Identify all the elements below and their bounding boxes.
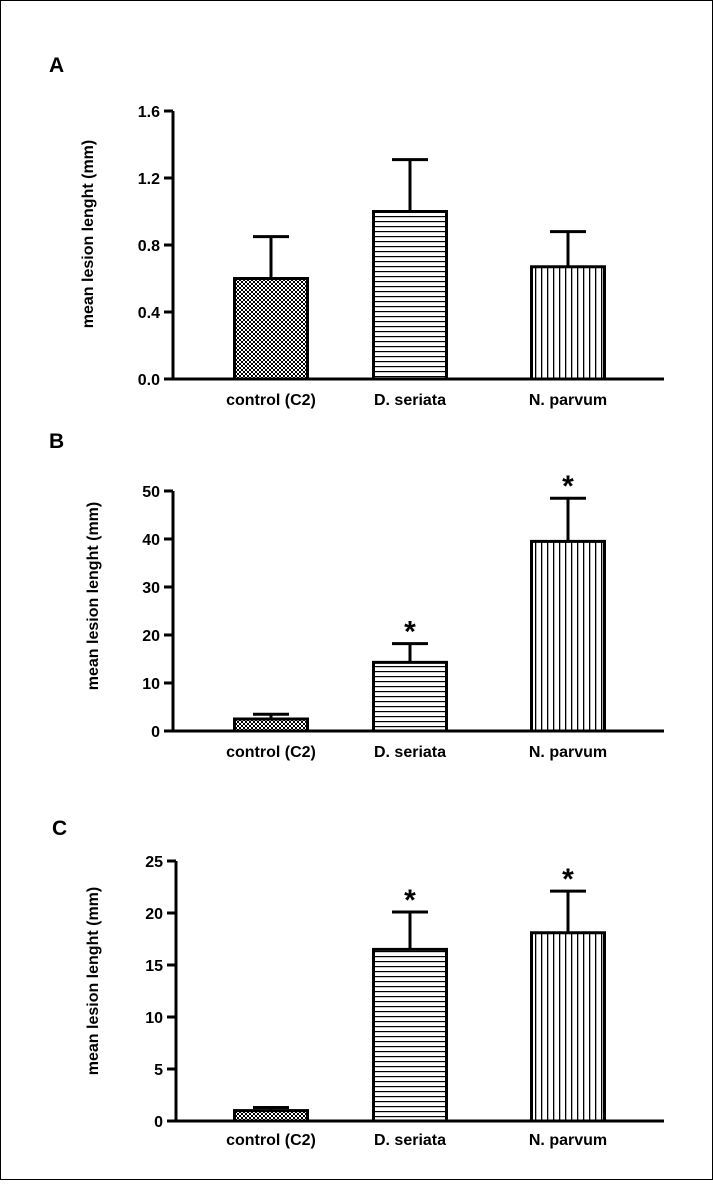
panel-a: A mean lesion lenght (mm) control (C2) D.… [49,54,664,409]
panel-c-y-tick-label-3: 15 [145,958,163,975]
panel-a-y-tick-label-2: 0.8 [138,238,160,255]
panel-b-y-tick-label-0: 0 [151,724,160,741]
panel-a-category-label-2: N. parvum [529,392,607,409]
panel-a-bar-2 [530,265,606,381]
panel-c-category-label-2: N. parvum [529,1132,607,1149]
panel-c-bar-1 [372,947,448,1123]
panel-c-bar-0 [233,1109,309,1123]
panel-c-y-tick-label-1: 5 [154,1062,163,1079]
panel-a-category-label-1: D. seriata [374,392,446,409]
panel-c-significance-1: * [404,884,416,917]
panel-b-y-tick-label-2: 20 [142,628,160,645]
panel-b-category-label-0: control (C2) [226,744,316,761]
panel-c-y-tick-label-4: 20 [145,906,163,923]
panel-b-bar-1 [372,660,448,733]
panel-a-y-tick-label-0: 0.0 [138,372,160,389]
panel-b-plot: control (C2) * D. seriata * N. parvum 0 10 20 30… [142,470,664,761]
panel-c-y-axis-label: mean lesion lenght (mm) [85,887,102,1075]
panel-b-significance-2: * [562,470,574,503]
panel-a-label: A [49,54,64,77]
panel-a-bar-0 [233,277,309,381]
panel-b-category-label-1: D. seriata [374,744,446,761]
panel-b-bar-0 [233,717,309,733]
panel-b-y-tick-label-5: 50 [142,484,160,501]
panel-a-plot: control (C2) D. seriata N. parvum 0.0 0.4 0.8… [138,104,664,409]
panel-b-y-tick-label-3: 30 [142,580,160,597]
panel-b-category-label-2: N. parvum [529,744,607,761]
panel-c-category-label-0: control (C2) [226,1132,316,1149]
panel-c-significance-2: * [562,863,574,896]
panel-c-bar-2 [530,931,606,1123]
panel-b-y-tick-label-1: 10 [142,676,160,693]
panel-c-plot: control (C2) * D. seriata * N. parvum 0 5 10 15 2… [145,854,664,1149]
panel-b-bar-2 [530,539,606,733]
panel-c-y-tick-label-5: 25 [145,854,163,871]
panel-a-y-tick-label-4: 1.6 [138,104,160,121]
panel-c-category-label-1: D. seriata [374,1132,446,1149]
panel-b-label: B [49,430,64,453]
panel-a-y-axis-label: mean lesion lenght (mm) [80,140,97,328]
panel-c-label: C [52,817,67,840]
panel-a-category-label-0: control (C2) [226,392,316,409]
panel-c-y-tick-label-0: 0 [154,1114,163,1131]
panel-b: B mean lesion lenght (mm) control (C2) * D… [49,430,664,761]
panel-c-y-tick-label-2: 10 [145,1010,163,1027]
panel-b-y-tick-label-4: 40 [142,532,160,549]
panel-b-significance-1: * [404,616,416,649]
panel-c: C mean lesion lenght (mm) control (C2) * D… [52,817,664,1149]
panel-a-y-tick-label-1: 0.4 [138,305,160,322]
panel-a-bar-1 [372,210,448,381]
panel-a-y-tick-label-3: 1.2 [138,171,160,188]
panel-b-y-axis-label: mean lesion lenght (mm) [85,502,102,690]
